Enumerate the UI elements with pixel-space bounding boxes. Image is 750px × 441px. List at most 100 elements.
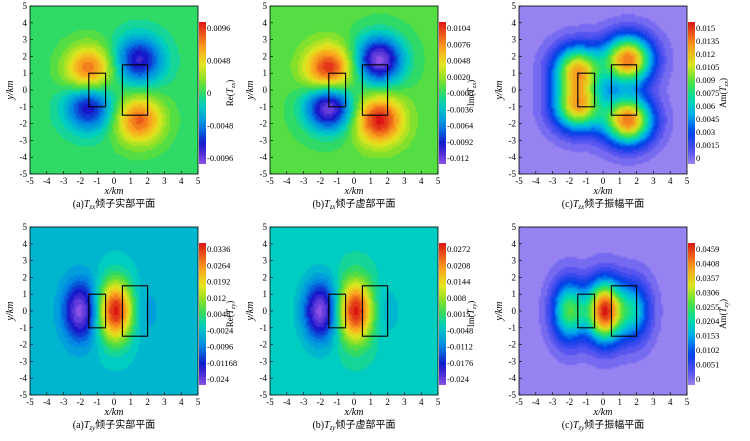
heatmap-field	[30, 227, 198, 395]
y-tick-label: -4	[20, 373, 28, 383]
anomaly-body-outline	[577, 72, 596, 108]
colorbar-tick-label: 0.0336	[207, 244, 230, 254]
y-axis-label: y/km	[494, 81, 505, 101]
y-tick-label: -2	[260, 119, 268, 129]
colorbar-tick-label: 0.0208	[447, 260, 470, 270]
colorbar-tick-label: -0.0112	[447, 342, 473, 352]
y-tick-label: 0	[512, 85, 517, 95]
y-tick-label: -1	[509, 102, 517, 112]
x-tick-label: -3	[300, 397, 308, 407]
y-tick-label: -4	[260, 373, 268, 383]
colorbar-tick-label: 0.0255	[696, 302, 719, 312]
colorbar-tick-label: 0.0144	[447, 277, 471, 287]
y-axis-label: y/km	[5, 81, 16, 101]
colorbar-tick-label: -0.0036	[447, 104, 473, 114]
anomaly-body-outline	[361, 64, 389, 116]
x-axis-label: x/km	[104, 407, 124, 418]
colorbar-tick-label: 0.0272	[447, 244, 470, 254]
colorbar-tick-label: 0.0357	[696, 273, 719, 283]
x-axis-label: x/km	[344, 186, 364, 197]
y-tick-label: 2	[23, 51, 28, 61]
x-tick-label: 2	[145, 176, 150, 186]
y-tick-label: 3	[512, 256, 517, 266]
colorbar	[688, 22, 695, 164]
colorbar-tick-label: -0.0048	[447, 325, 473, 335]
y-tick-label: -3	[509, 135, 517, 145]
chart-panel: -5 -4 -3 -2 -1 0 1 2 3 4 5 -5 -4 -3 -2 -1 0 1 2 3 4 5 x/km y/km…	[494, 222, 730, 432]
y-tick-label: -1	[260, 102, 268, 112]
colorbar-tick-label: 0.009	[696, 75, 715, 85]
x-tick-label: 3	[402, 397, 407, 407]
colorbar-tick-label: 0	[207, 88, 211, 98]
colorbar	[199, 22, 206, 164]
y-tick-label: -3	[260, 356, 268, 366]
x-tick-label: -4	[532, 176, 540, 186]
panel-caption: (a)Tzy倾子实部平面	[73, 418, 156, 432]
colorbar-tick-label: -0.0024	[207, 325, 234, 335]
x-tick-label: 2	[634, 397, 639, 407]
panels: -5 -4 -3 -2 -1 0 1 2 3 4 5 -5 -4 -3 -2 -1 0 1 2 3 4 5 x/km y/km…	[5, 1, 730, 432]
x-tick-label: 2	[634, 176, 639, 186]
colorbar	[439, 243, 446, 385]
x-tick-label: -2	[566, 176, 574, 186]
colorbar-tick-label: -0.0048	[207, 121, 233, 131]
colorbar-tick-label: 0	[696, 374, 700, 384]
x-tick-label: 5	[196, 397, 201, 407]
x-tick-label: 2	[145, 397, 150, 407]
colorbar-title: Am(Tzy)	[718, 299, 730, 329]
y-tick-label: 0	[512, 306, 517, 316]
y-tick-label: -2	[509, 119, 517, 129]
x-tick-label: -5	[266, 397, 274, 407]
colorbar	[439, 22, 446, 164]
x-tick-label: 3	[651, 397, 656, 407]
y-tick-label: 1	[263, 289, 268, 299]
x-tick-label: 1	[129, 397, 134, 407]
x-axis-label: x/km	[344, 407, 364, 418]
y-axis-label: y/km	[245, 81, 256, 101]
x-tick-label: -5	[515, 397, 523, 407]
y-tick-label: 5	[263, 222, 268, 232]
y-tick-label: -4	[260, 152, 268, 162]
x-tick-label: 5	[436, 397, 441, 407]
y-tick-label: -2	[260, 340, 268, 350]
y-tick-label: 3	[263, 256, 268, 266]
colorbar-tick-label: 0.0048	[207, 56, 230, 66]
colorbar-tick-label: 0.0048	[207, 309, 230, 319]
chart-panel: -5 -4 -3 -2 -1 0 1 2 3 4 5 -5 -4 -3 -2 -1 0 1 2 3 4 5 x/km y/km…	[245, 1, 478, 211]
anomaly-body-outline	[610, 64, 638, 116]
y-tick-label: 0	[23, 85, 28, 95]
panel-caption: (b)Tzx倾子虚部平面	[312, 197, 395, 211]
colorbar-tick-label: 0.0459	[696, 244, 719, 254]
y-tick-label: 5	[23, 1, 28, 11]
y-tick-label: -5	[509, 169, 517, 179]
anomaly-body-outline	[88, 293, 107, 329]
x-tick-label: -1	[93, 176, 101, 186]
x-tick-label: -5	[515, 176, 523, 186]
colorbar-tick-label: 0.015	[696, 23, 715, 33]
anomaly-body-outline	[121, 64, 149, 116]
x-tick-label: 3	[162, 176, 167, 186]
y-tick-label: -3	[20, 356, 28, 366]
anomaly-body-outline	[121, 285, 149, 337]
colorbar-tick-label: 0.0104	[447, 23, 471, 33]
colorbar-tick-label: 0.008	[447, 293, 466, 303]
anomaly-body-outline	[328, 72, 347, 108]
x-tick-label: -1	[582, 397, 590, 407]
colorbar-tick-label: -0.0064	[447, 121, 474, 131]
x-tick-label: -2	[317, 176, 325, 186]
colorbar-tick-label: 0.0102	[696, 345, 719, 355]
x-tick-label: 0	[601, 176, 606, 186]
panel-caption: (b)Tzy倾子虚部平面	[312, 418, 395, 432]
colorbar-tick-label: -0.0096	[207, 342, 233, 352]
colorbar-tick-label: -0.01168	[207, 358, 237, 368]
y-tick-label: 4	[23, 18, 28, 28]
x-tick-label: 4	[179, 397, 184, 407]
colorbar-tick-label: 0.0045	[696, 114, 719, 124]
x-tick-label: -4	[43, 397, 51, 407]
colorbar-tick-label: 0.0051	[696, 360, 719, 370]
colorbar-tick-label: -0.0008	[447, 88, 473, 98]
x-tick-label: -2	[77, 176, 85, 186]
x-tick-label: 2	[385, 397, 390, 407]
x-tick-label: -5	[266, 176, 274, 186]
